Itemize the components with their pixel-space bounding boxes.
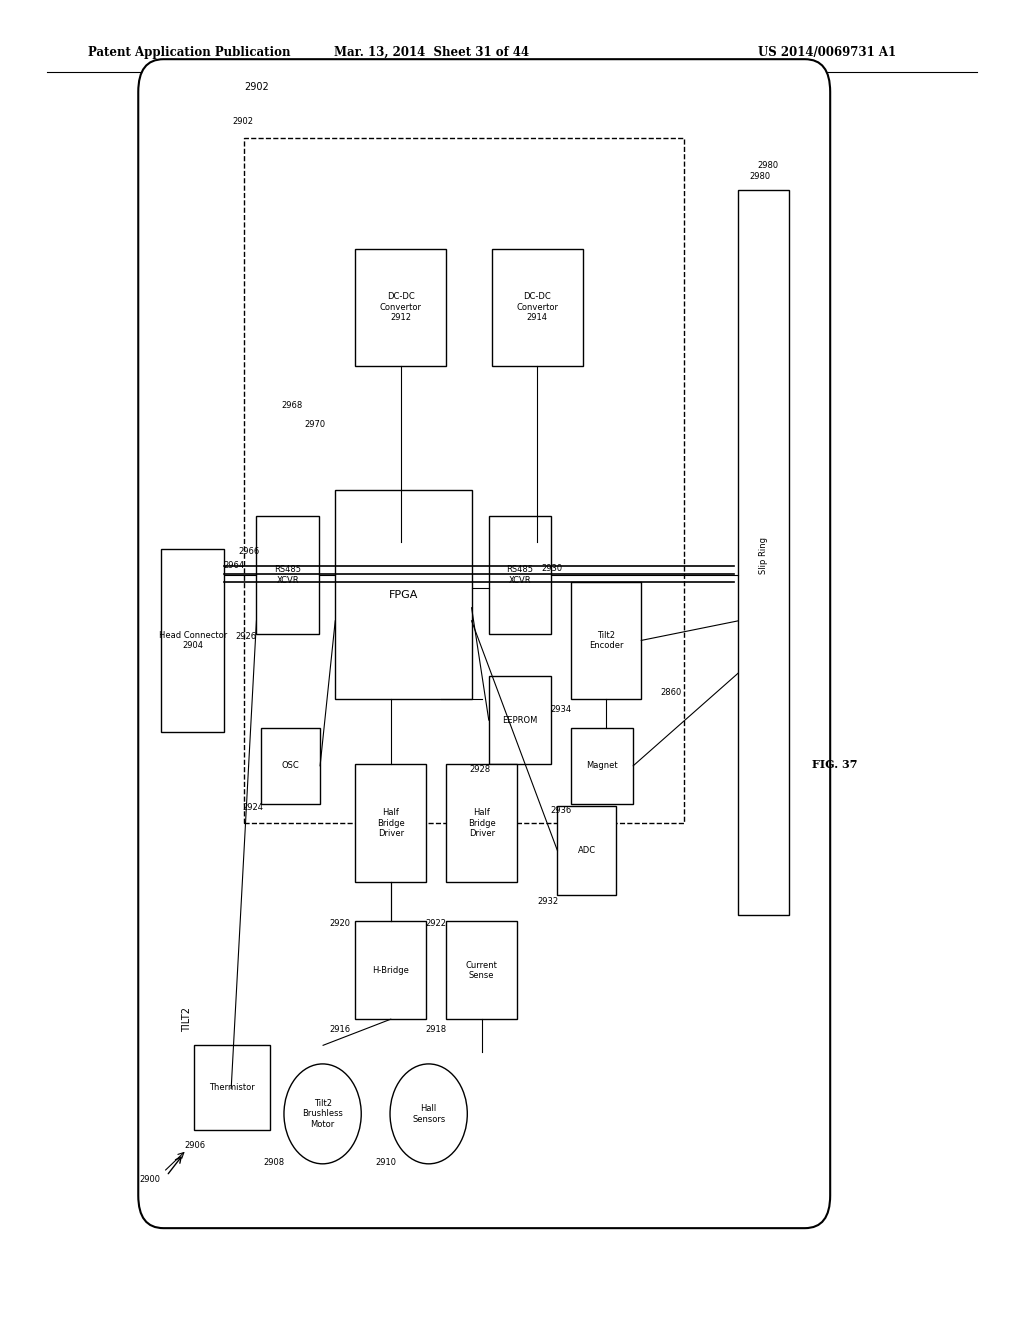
Text: 2966: 2966 [239, 546, 260, 556]
Text: OSC: OSC [282, 762, 300, 771]
Text: H-Bridge: H-Bridge [373, 966, 410, 974]
Text: 2860: 2860 [659, 688, 681, 697]
Bar [738, 190, 788, 915]
Bar [355, 248, 446, 366]
Text: 2980: 2980 [757, 161, 778, 170]
Text: 2930: 2930 [542, 564, 563, 573]
Circle shape [390, 1064, 467, 1164]
Text: DC-DC
Convertor
2914: DC-DC Convertor 2914 [516, 293, 558, 322]
Text: US 2014/0069731 A1: US 2014/0069731 A1 [758, 46, 896, 59]
Bar [488, 516, 551, 634]
Text: RS485
XCVR: RS485 XCVR [274, 565, 301, 585]
Text: 2932: 2932 [538, 898, 559, 906]
FancyBboxPatch shape [138, 59, 830, 1228]
Text: 2922: 2922 [426, 919, 446, 928]
Text: FIG. 37: FIG. 37 [812, 759, 858, 770]
Text: 2916: 2916 [330, 1026, 351, 1034]
Bar [194, 1045, 269, 1130]
Text: Magnet: Magnet [586, 762, 617, 771]
Text: Thermistor: Thermistor [209, 1084, 255, 1092]
Bar [245, 137, 684, 824]
Text: 2936: 2936 [551, 805, 572, 814]
Text: Tilt2
Brushless
Motor: Tilt2 Brushless Motor [302, 1100, 343, 1129]
Text: ADC: ADC [578, 846, 596, 855]
Bar [488, 676, 551, 764]
Text: Half
Bridge
Driver: Half Bridge Driver [377, 808, 404, 838]
Bar [162, 549, 224, 731]
Text: Tilt2
Encoder: Tilt2 Encoder [589, 631, 624, 651]
Text: DC-DC
Convertor
2912: DC-DC Convertor 2912 [380, 293, 422, 322]
Bar [256, 516, 319, 634]
Bar [335, 490, 472, 700]
Text: 2926: 2926 [236, 632, 257, 642]
Text: 2980: 2980 [749, 172, 770, 181]
Bar [355, 921, 426, 1019]
Bar [492, 248, 583, 366]
Circle shape [284, 1064, 361, 1164]
Bar [446, 764, 517, 882]
Text: 2970: 2970 [304, 420, 326, 429]
Text: Half
Bridge
Driver: Half Bridge Driver [468, 808, 496, 838]
Bar [446, 921, 517, 1019]
Text: 2900: 2900 [140, 1175, 161, 1184]
Text: Patent Application Publication: Patent Application Publication [88, 46, 290, 59]
Text: 2968: 2968 [282, 401, 302, 409]
Text: 2934: 2934 [550, 705, 571, 714]
Text: 2902: 2902 [245, 82, 269, 92]
Text: 2908: 2908 [263, 1159, 285, 1167]
Text: Current
Sense: Current Sense [466, 961, 498, 979]
Text: Mar. 13, 2014  Sheet 31 of 44: Mar. 13, 2014 Sheet 31 of 44 [334, 46, 528, 59]
Text: 2924: 2924 [242, 803, 263, 812]
Text: TILT2: TILT2 [181, 1007, 191, 1032]
Bar [261, 727, 321, 804]
Text: Hall
Sensors: Hall Sensors [412, 1104, 445, 1123]
Text: EEPROM: EEPROM [503, 715, 538, 725]
Text: Slip Ring: Slip Ring [759, 537, 768, 574]
Bar [557, 807, 616, 895]
Text: 2920: 2920 [330, 919, 351, 928]
Text: 2918: 2918 [426, 1026, 446, 1034]
Bar [570, 582, 641, 700]
Text: 2928: 2928 [469, 766, 490, 775]
Text: 2910: 2910 [375, 1159, 396, 1167]
Text: Head Connector
2904: Head Connector 2904 [159, 631, 227, 651]
Text: 2964: 2964 [223, 561, 245, 570]
Text: RS485
XCVR: RS485 XCVR [507, 565, 534, 585]
Text: FPGA: FPGA [389, 590, 418, 599]
Text: 2906: 2906 [184, 1142, 206, 1150]
Bar [570, 727, 633, 804]
Bar [355, 764, 426, 882]
Text: 2902: 2902 [232, 117, 254, 127]
